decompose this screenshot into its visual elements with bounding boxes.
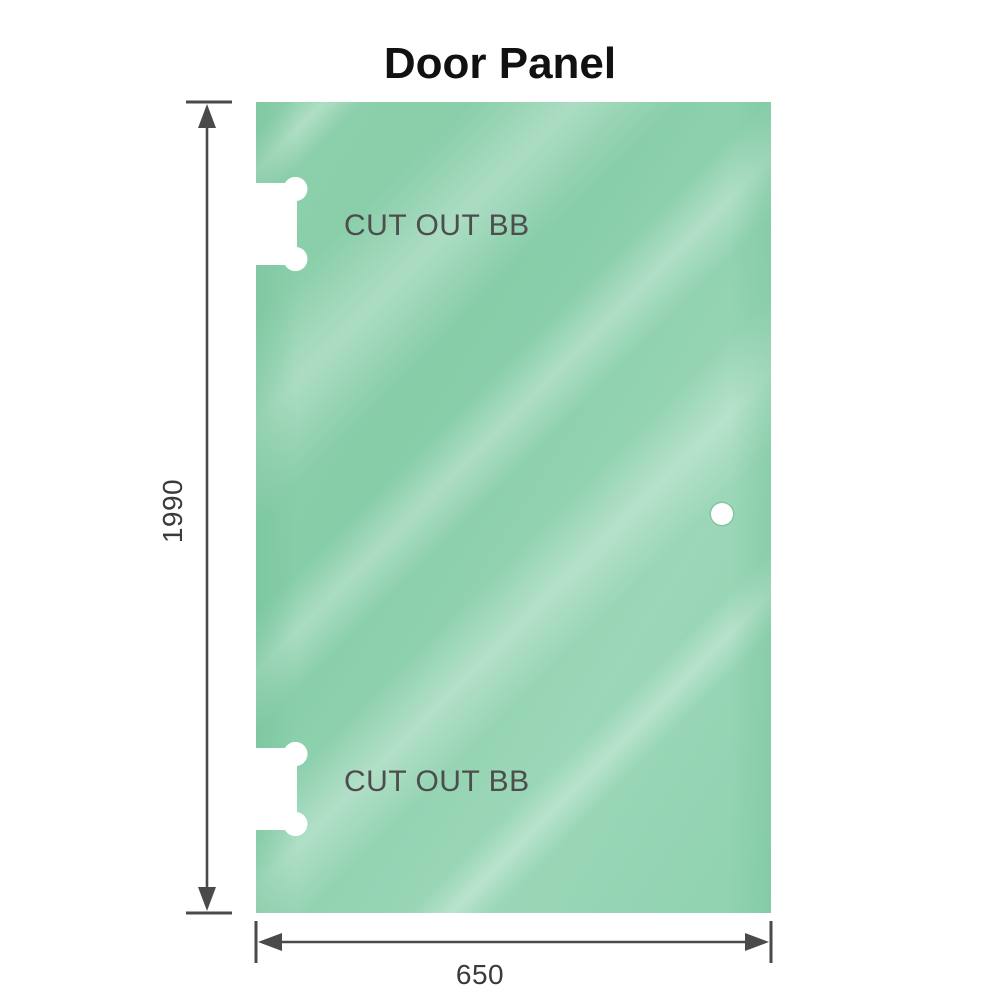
panel-edge-shading — [256, 102, 771, 913]
height-dim-label: 1990 — [157, 479, 188, 543]
cutout-bottom-label: CUT OUT BB — [344, 765, 530, 798]
width-arrow-left — [258, 933, 282, 951]
height-dimension: 1990 — [157, 100, 232, 915]
cutout-top-shape — [250, 177, 308, 271]
width-dim-label: 650 — [456, 959, 504, 990]
handle-hole — [711, 503, 733, 525]
width-arrow-right — [745, 933, 769, 951]
height-arrow-top — [198, 104, 216, 128]
width-dimension: 650 — [254, 921, 773, 990]
height-arrow-bottom — [198, 887, 216, 911]
cutout-bottom-shape — [250, 742, 308, 836]
cutout-top-label: CUT OUT BB — [344, 209, 530, 242]
page-title: Door Panel — [384, 39, 616, 88]
